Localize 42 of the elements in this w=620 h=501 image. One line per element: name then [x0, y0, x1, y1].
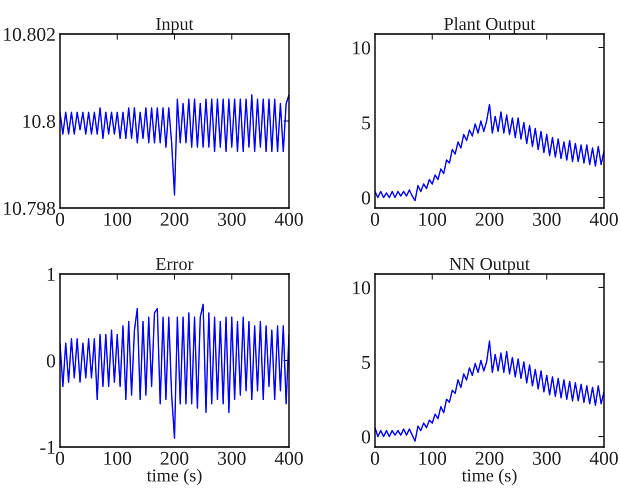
x-tick-label: 400 — [274, 452, 303, 465]
y-tick-label: 1 — [48, 268, 55, 281]
line-series — [60, 304, 289, 440]
x-axis-title: time (s) — [462, 468, 517, 486]
x-tick-label: 200 — [476, 452, 504, 465]
x-tick-label: 200 — [476, 212, 504, 226]
x-tick-label: 0 — [56, 212, 64, 226]
x-tick-label: 100 — [104, 452, 132, 465]
y-tick-label: 10 — [353, 41, 370, 54]
x-tick-label: 400 — [590, 452, 618, 465]
y-tick-label: 0 — [362, 191, 370, 204]
x-tick-label: 300 — [218, 212, 246, 226]
x-tick-label: 0 — [370, 212, 380, 226]
x-tick-label: 400 — [590, 212, 618, 226]
x-tick-label: 200 — [160, 212, 188, 226]
y-tick-label: 5 — [362, 116, 370, 130]
chart-title: Plant Output — [444, 17, 536, 34]
line-series — [60, 94, 289, 196]
chart-title: NN Output — [450, 258, 530, 274]
x-tick-label: 100 — [104, 212, 132, 226]
chart-title: Error — [156, 258, 194, 270]
y-tick-label: 10.802 — [4, 28, 55, 42]
y-tick-label: -1 — [40, 440, 55, 454]
x-tick-label: 200 — [160, 452, 188, 465]
x-axis-title: time (s) — [146, 468, 202, 486]
y-tick-label: 5 — [362, 356, 370, 369]
chart-title: Input — [156, 18, 194, 34]
line-series — [375, 104, 604, 202]
y-tick-label: 10 — [353, 281, 370, 294]
x-tick-label: 0 — [56, 452, 64, 465]
y-tick-label: 10.798 — [4, 202, 56, 216]
x-tick-label: 0 — [370, 452, 380, 465]
x-tick-label: 300 — [533, 452, 561, 465]
line-series — [375, 340, 604, 442]
y-tick-label: 10.8 — [24, 114, 56, 128]
y-tick-label: 0 — [362, 430, 370, 444]
x-tick-label: 400 — [274, 212, 303, 226]
x-tick-label: 300 — [533, 212, 561, 226]
x-tick-label: 300 — [218, 452, 246, 465]
x-tick-label: 100 — [419, 452, 446, 465]
y-tick-label: 0 — [46, 354, 56, 368]
x-tick-label: 100 — [419, 212, 446, 226]
